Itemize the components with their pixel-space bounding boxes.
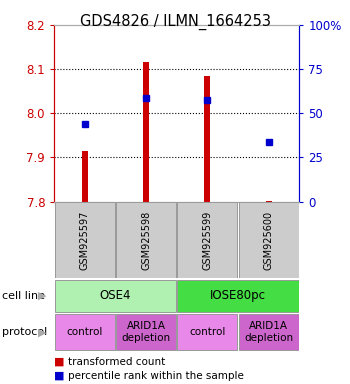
Bar <box>177 280 299 311</box>
Bar <box>55 202 115 278</box>
Text: GSM925600: GSM925600 <box>264 210 274 270</box>
Bar <box>55 314 115 350</box>
Bar <box>177 314 237 350</box>
Text: ■: ■ <box>54 371 65 381</box>
Bar <box>204 76 210 202</box>
Bar <box>116 202 176 278</box>
Text: GSM925597: GSM925597 <box>80 210 90 270</box>
Text: ARID1A
depletion: ARID1A depletion <box>121 321 171 343</box>
Text: GSM925599: GSM925599 <box>202 210 212 270</box>
Bar <box>116 314 176 350</box>
Bar <box>239 314 299 350</box>
Bar <box>55 280 176 311</box>
Bar <box>82 151 88 202</box>
Text: GSM925598: GSM925598 <box>141 210 151 270</box>
Text: cell line: cell line <box>2 291 45 301</box>
Text: ■: ■ <box>54 357 65 367</box>
Text: percentile rank within the sample: percentile rank within the sample <box>68 371 244 381</box>
Text: GDS4826 / ILMN_1664253: GDS4826 / ILMN_1664253 <box>79 13 271 30</box>
Bar <box>177 202 237 278</box>
Bar <box>239 202 299 278</box>
Text: protocol: protocol <box>2 327 47 337</box>
Bar <box>143 63 149 202</box>
Text: ▶: ▶ <box>38 327 46 337</box>
Bar <box>266 201 272 202</box>
Text: IOSE80pc: IOSE80pc <box>210 289 266 302</box>
Text: control: control <box>67 327 103 337</box>
Text: ▶: ▶ <box>38 291 46 301</box>
Text: OSE4: OSE4 <box>100 289 131 302</box>
Text: transformed count: transformed count <box>68 357 166 367</box>
Text: ARID1A
depletion: ARID1A depletion <box>244 321 293 343</box>
Text: control: control <box>189 327 225 337</box>
